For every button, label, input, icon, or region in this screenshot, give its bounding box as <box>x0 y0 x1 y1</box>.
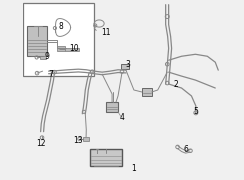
Bar <box>65 48 79 51</box>
Bar <box>106 102 118 112</box>
Text: 2: 2 <box>173 80 178 89</box>
Text: 5: 5 <box>193 107 198 116</box>
Bar <box>121 64 129 69</box>
Text: 6: 6 <box>183 145 188 154</box>
Text: 4: 4 <box>120 113 124 122</box>
Text: 13: 13 <box>73 136 83 145</box>
Bar <box>40 56 46 59</box>
Bar <box>27 26 47 56</box>
Text: 1: 1 <box>132 164 136 173</box>
Text: 12: 12 <box>36 139 45 148</box>
Bar <box>142 88 152 96</box>
Text: 7: 7 <box>48 70 53 79</box>
Bar <box>57 46 65 51</box>
Text: 3: 3 <box>125 60 130 69</box>
Text: 11: 11 <box>101 28 111 37</box>
Bar <box>90 148 122 166</box>
Text: 8: 8 <box>58 22 63 31</box>
Text: 10: 10 <box>70 44 79 53</box>
Bar <box>23 3 94 76</box>
Text: 9: 9 <box>44 52 49 61</box>
Bar <box>83 137 89 141</box>
